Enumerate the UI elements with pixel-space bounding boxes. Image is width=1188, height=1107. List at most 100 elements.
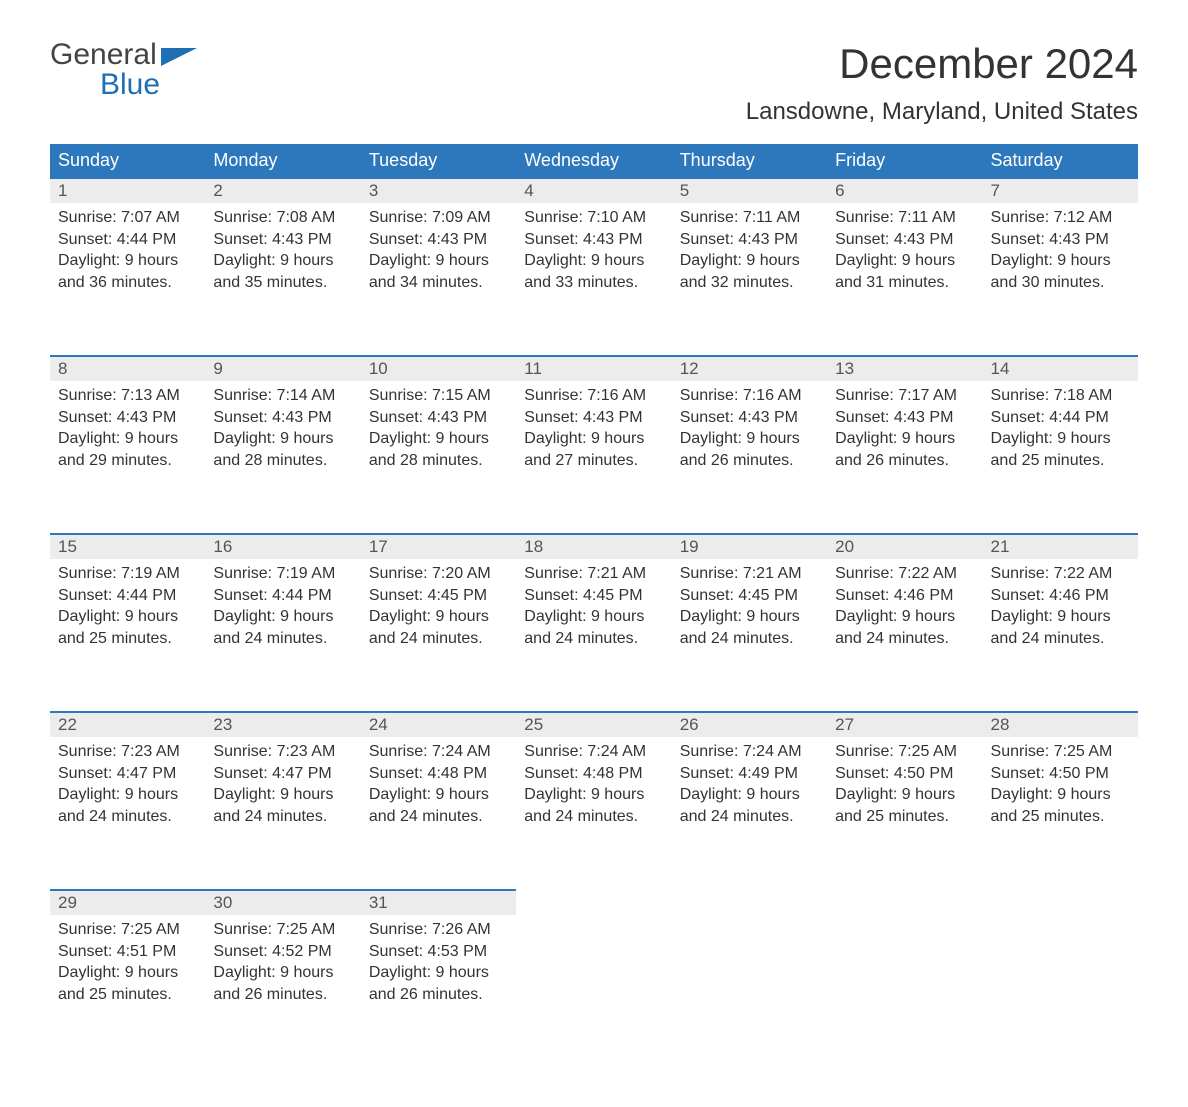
day-number-cell: 31 bbox=[361, 890, 516, 915]
day-detail-line: Sunrise: 7:22 AM bbox=[991, 563, 1130, 585]
day-detail-line: and 26 minutes. bbox=[213, 984, 352, 1006]
day-detail-line: Daylight: 9 hours bbox=[58, 428, 197, 450]
day-detail-line: and 25 minutes. bbox=[58, 628, 197, 650]
day-detail-line: Sunrise: 7:16 AM bbox=[524, 385, 663, 407]
day-detail-line: Sunset: 4:44 PM bbox=[58, 585, 197, 607]
day-detail-line: and 25 minutes. bbox=[991, 806, 1130, 828]
day-detail-line: Sunset: 4:45 PM bbox=[369, 585, 508, 607]
day-detail-line: and 27 minutes. bbox=[524, 450, 663, 472]
day-detail-line: Sunset: 4:43 PM bbox=[213, 229, 352, 251]
day-detail-line: and 24 minutes. bbox=[369, 806, 508, 828]
day-detail-line: and 24 minutes. bbox=[369, 628, 508, 650]
day-detail-line: Sunrise: 7:24 AM bbox=[524, 741, 663, 763]
day-detail-line: Daylight: 9 hours bbox=[58, 784, 197, 806]
day-detail-line: Sunset: 4:43 PM bbox=[680, 407, 819, 429]
day-detail-line: Daylight: 9 hours bbox=[835, 606, 974, 628]
day-detail-line: Daylight: 9 hours bbox=[991, 606, 1130, 628]
week-number-row: 15161718192021 bbox=[50, 534, 1138, 559]
day-detail-line: Sunrise: 7:19 AM bbox=[58, 563, 197, 585]
day-detail-line: Sunrise: 7:21 AM bbox=[524, 563, 663, 585]
day-detail-line: and 26 minutes. bbox=[835, 450, 974, 472]
day-header: Saturday bbox=[983, 144, 1138, 178]
day-detail-line: and 24 minutes. bbox=[58, 806, 197, 828]
day-detail-line: and 29 minutes. bbox=[58, 450, 197, 472]
day-detail-line: Daylight: 9 hours bbox=[369, 606, 508, 628]
day-detail-line: Sunset: 4:43 PM bbox=[58, 407, 197, 429]
day-detail-line: Daylight: 9 hours bbox=[213, 606, 352, 628]
logo-word1: General bbox=[50, 40, 157, 70]
day-detail-line: Sunset: 4:43 PM bbox=[680, 229, 819, 251]
day-detail-line: and 24 minutes. bbox=[213, 628, 352, 650]
day-detail-cell: Sunrise: 7:22 AMSunset: 4:46 PMDaylight:… bbox=[827, 559, 982, 712]
week-number-row: 891011121314 bbox=[50, 356, 1138, 381]
day-detail-line: Sunrise: 7:08 AM bbox=[213, 207, 352, 229]
day-detail-line: and 28 minutes. bbox=[369, 450, 508, 472]
day-detail-line: and 33 minutes. bbox=[524, 272, 663, 294]
day-detail-cell: Sunrise: 7:16 AMSunset: 4:43 PMDaylight:… bbox=[672, 381, 827, 534]
day-detail-line: Sunrise: 7:25 AM bbox=[58, 919, 197, 941]
day-detail-line: Daylight: 9 hours bbox=[680, 428, 819, 450]
day-detail-cell: Sunrise: 7:21 AMSunset: 4:45 PMDaylight:… bbox=[672, 559, 827, 712]
week-detail-row: Sunrise: 7:25 AMSunset: 4:51 PMDaylight:… bbox=[50, 915, 1138, 1067]
day-detail-line: Sunrise: 7:21 AM bbox=[680, 563, 819, 585]
day-detail-line: and 24 minutes. bbox=[213, 806, 352, 828]
week-detail-row: Sunrise: 7:19 AMSunset: 4:44 PM Daylight:… bbox=[50, 559, 1138, 712]
day-header: Monday bbox=[205, 144, 360, 178]
day-detail-cell: Sunrise: 7:24 AMSunset: 4:48 PMDaylight:… bbox=[361, 737, 516, 890]
day-detail-line: Sunset: 4:52 PM bbox=[213, 941, 352, 963]
day-number-cell: 26 bbox=[672, 712, 827, 737]
day-number-cell: 15 bbox=[50, 534, 205, 559]
day-detail-line: Sunrise: 7:11 AM bbox=[680, 207, 819, 229]
day-header: Sunday bbox=[50, 144, 205, 178]
week-detail-row: Sunrise: 7:23 AMSunset: 4:47 PMDaylight:… bbox=[50, 737, 1138, 890]
day-number-cell bbox=[827, 890, 982, 915]
day-detail-line: Daylight: 9 hours bbox=[369, 784, 508, 806]
day-detail-line: Daylight: 9 hours bbox=[680, 606, 819, 628]
day-detail-cell: Sunrise: 7:19 AMSunset: 4:44 PMDaylight:… bbox=[50, 559, 205, 712]
day-detail-line: Sunrise: 7:25 AM bbox=[213, 919, 352, 941]
day-detail-cell: Sunrise: 7:16 AMSunset: 4:43 PMDaylight:… bbox=[516, 381, 671, 534]
day-number-cell: 16 bbox=[205, 534, 360, 559]
day-detail-line: Daylight: 9 hours bbox=[58, 962, 197, 984]
day-detail-cell: Sunrise: 7:20 AMSunset: 4:45 PMDaylight:… bbox=[361, 559, 516, 712]
day-detail-line: and 25 minutes. bbox=[991, 450, 1130, 472]
day-detail-cell: Sunrise: 7:24 AMSunset: 4:49 PMDaylight:… bbox=[672, 737, 827, 890]
day-detail-line: and 32 minutes. bbox=[680, 272, 819, 294]
day-detail-line: Sunrise: 7:15 AM bbox=[369, 385, 508, 407]
title-block: December 2024 Lansdowne, Maryland, Unite… bbox=[746, 40, 1138, 126]
day-number-cell: 13 bbox=[827, 356, 982, 381]
day-detail-line: Daylight: 9 hours bbox=[680, 250, 819, 272]
day-detail-line: Sunset: 4:43 PM bbox=[213, 407, 352, 429]
day-detail-line: Daylight: 9 hours bbox=[835, 784, 974, 806]
day-detail-line: Sunset: 4:43 PM bbox=[835, 229, 974, 251]
day-number-cell: 4 bbox=[516, 178, 671, 203]
day-header: Friday bbox=[827, 144, 982, 178]
day-detail-cell: Sunrise: 7:25 AMSunset: 4:51 PMDaylight:… bbox=[50, 915, 205, 1067]
day-detail-line: and 25 minutes. bbox=[58, 984, 197, 1006]
day-number-cell bbox=[672, 890, 827, 915]
week-number-row: 1234567 bbox=[50, 178, 1138, 203]
day-detail-line: Sunset: 4:45 PM bbox=[680, 585, 819, 607]
day-detail-cell: Sunrise: 7:11 AMSunset: 4:43 PMDaylight:… bbox=[672, 203, 827, 356]
day-number-cell: 18 bbox=[516, 534, 671, 559]
day-detail-line: Sunset: 4:50 PM bbox=[991, 763, 1130, 785]
day-detail-line: Daylight: 9 hours bbox=[524, 428, 663, 450]
day-detail-cell: Sunrise: 7:24 AMSunset: 4:48 PMDaylight:… bbox=[516, 737, 671, 890]
day-detail-cell bbox=[672, 915, 827, 1067]
day-detail-cell: Sunrise: 7:09 AMSunset: 4:43 PMDaylight:… bbox=[361, 203, 516, 356]
day-detail-line: Sunrise: 7:23 AM bbox=[58, 741, 197, 763]
day-detail-line: Sunset: 4:46 PM bbox=[991, 585, 1130, 607]
day-detail-line: Sunset: 4:43 PM bbox=[991, 229, 1130, 251]
day-detail-line: Daylight: 9 hours bbox=[991, 428, 1130, 450]
day-detail-line: Sunrise: 7:09 AM bbox=[369, 207, 508, 229]
day-detail-cell: Sunrise: 7:26 AMSunset: 4:53 PMDaylight:… bbox=[361, 915, 516, 1067]
day-detail-cell: Sunrise: 7:10 AMSunset: 4:43 PMDaylight:… bbox=[516, 203, 671, 356]
day-detail-cell: Sunrise: 7:23 AMSunset: 4:47 PMDaylight:… bbox=[205, 737, 360, 890]
day-detail-line: Sunset: 4:43 PM bbox=[524, 407, 663, 429]
day-number-cell: 28 bbox=[983, 712, 1138, 737]
day-detail-line: Daylight: 9 hours bbox=[213, 250, 352, 272]
day-detail-line: Sunrise: 7:20 AM bbox=[369, 563, 508, 585]
day-header: Tuesday bbox=[361, 144, 516, 178]
day-number-cell: 25 bbox=[516, 712, 671, 737]
day-detail-line: and 26 minutes. bbox=[369, 984, 508, 1006]
